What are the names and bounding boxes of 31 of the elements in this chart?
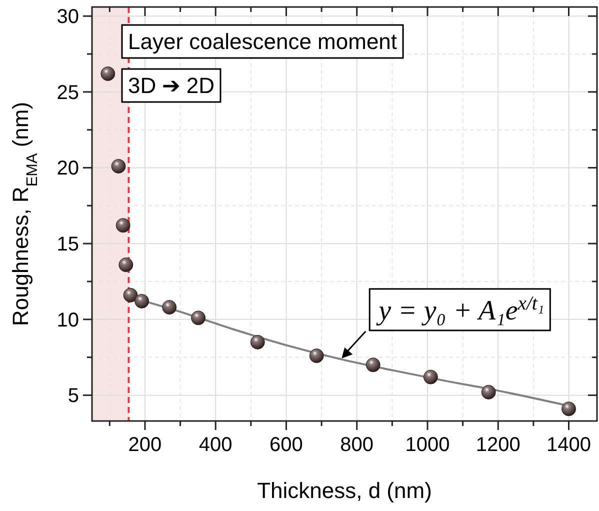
x-tick-label: 200 <box>128 434 162 456</box>
point <box>191 310 206 326</box>
point <box>111 158 126 174</box>
point <box>250 334 265 350</box>
point <box>134 294 150 308</box>
annotation: y = y₀ + A₁e$^{x/t₁}$ <box>376 292 544 326</box>
x-tick-label: 600 <box>270 434 303 456</box>
point <box>116 218 130 233</box>
annotation: Layer coalescence moment <box>128 29 398 54</box>
point <box>100 66 116 81</box>
y-tick-label: 30 <box>56 6 79 28</box>
point <box>118 258 134 272</box>
annotation: 3D ➔ 2D <box>128 73 214 98</box>
x-tick-label: 1400 <box>546 434 591 456</box>
point <box>309 348 324 364</box>
x-tick-label: 1000 <box>405 434 450 456</box>
x-tick-label: 400 <box>198 434 232 456</box>
y-tick-label: 5 <box>68 385 79 408</box>
point <box>481 384 496 400</box>
x-tick-label: 800 <box>340 434 374 456</box>
point <box>123 288 138 302</box>
point <box>423 370 438 384</box>
y-tick-label: 15 <box>56 234 79 256</box>
y-tick-label: 25 <box>56 82 79 104</box>
y-tick-label: 10 <box>56 309 79 332</box>
x-axis-title: Thickness, d (nm) <box>257 478 432 503</box>
point <box>562 402 576 416</box>
x-tick-label: 1200 <box>476 434 520 456</box>
point <box>162 300 177 315</box>
point <box>366 358 380 372</box>
y-tick-label: 20 <box>56 158 79 180</box>
